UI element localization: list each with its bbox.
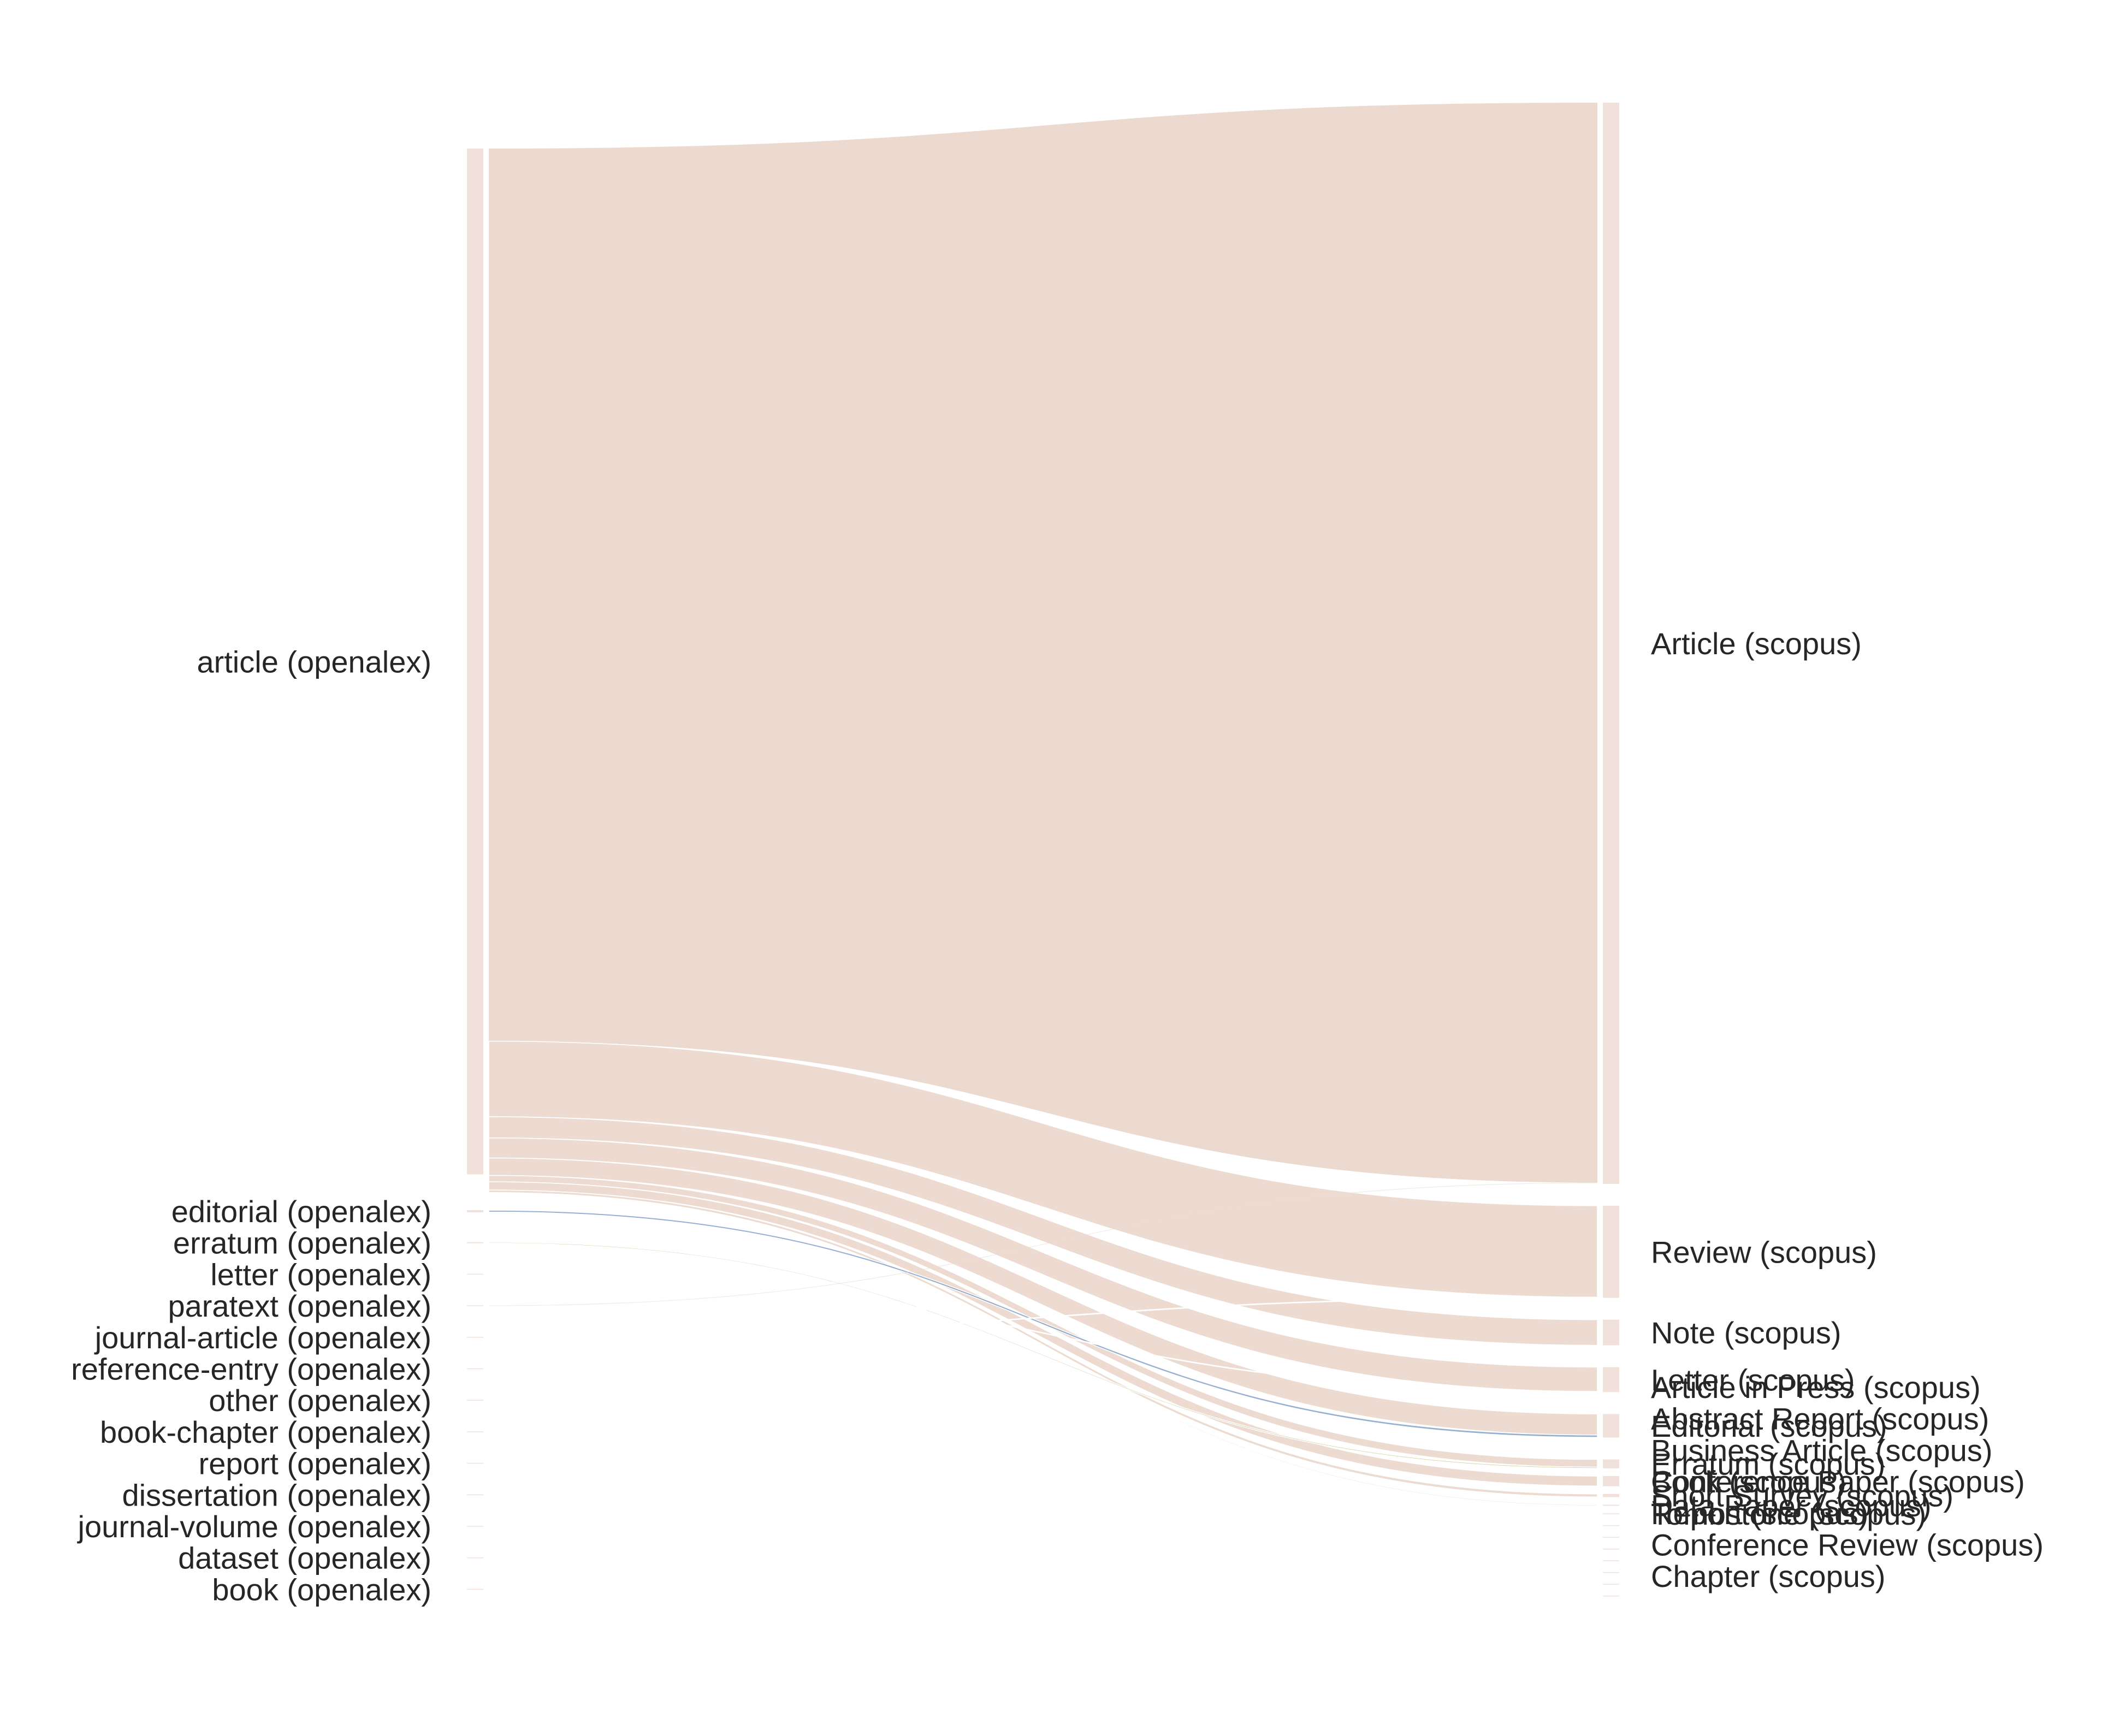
flow-letter-to-Letter[interactable] xyxy=(488,1273,1598,1393)
source-label-journal-article: journal-article (openalex) xyxy=(94,1320,431,1355)
target-label-Article: Article (scopus) xyxy=(1651,626,1862,661)
target-label-Letter: Letter (scopus) xyxy=(1651,1362,1855,1397)
source-node-journal-article[interactable] xyxy=(467,1337,483,1338)
source-label-article: article (openalex) xyxy=(197,644,431,679)
target-node-Editorial[interactable] xyxy=(1603,1414,1619,1438)
source-label-book-chapter: book-chapter (openalex) xyxy=(100,1415,431,1449)
target-label-ConferencePaper: Conference Paper (scopus) xyxy=(1651,1464,2025,1498)
source-label-reference-entry: reference-entry (openalex) xyxy=(71,1352,431,1387)
target-node-Note[interactable] xyxy=(1603,1319,1619,1346)
target-label-Chapter: Chapter (scopus) xyxy=(1651,1559,1886,1593)
source-node-dataset[interactable] xyxy=(467,1557,483,1559)
flow-erratum-to-Erratum[interactable] xyxy=(488,1241,1598,1469)
source-node-editorial[interactable] xyxy=(467,1210,483,1212)
flow-article-to-Article[interactable] xyxy=(489,103,1597,1183)
target-node-ArticleInPress[interactable] xyxy=(1603,1525,1619,1526)
source-node-other[interactable] xyxy=(467,1400,483,1401)
flow-article-to-Note[interactable] xyxy=(488,1116,1598,1346)
source-node-dissertation[interactable] xyxy=(467,1494,483,1496)
target-label-BusinessArticle: Business Article (scopus) xyxy=(1651,1433,1993,1467)
source-node-reference-entry[interactable] xyxy=(467,1368,483,1370)
source-node-book[interactable] xyxy=(467,1589,483,1590)
target-node-DataPaper[interactable] xyxy=(1603,1504,1619,1506)
source-label-paratext: paratext (openalex) xyxy=(168,1289,431,1323)
source-label-report: report (openalex) xyxy=(199,1447,431,1481)
target-node-ConferenceReview[interactable] xyxy=(1603,1584,1619,1585)
target-node-BusinessArticle[interactable] xyxy=(1603,1548,1619,1550)
target-node-Article[interactable] xyxy=(1603,103,1619,1184)
source-label-journal-volume: journal-volume (openalex) xyxy=(77,1509,431,1544)
label-layer: article (openalex) editorial (openalex)er… xyxy=(71,626,2044,1607)
target-label-ShortSurvey: Short Survey (scopus) xyxy=(1651,1479,1953,1513)
node-layer xyxy=(467,103,1619,1597)
flow-journal-article-to-Review[interactable] xyxy=(488,1296,1598,1338)
target-node-Book[interactable] xyxy=(1603,1560,1619,1561)
source-node-journal-volume[interactable] xyxy=(467,1526,483,1527)
source-node-article[interactable] xyxy=(467,149,483,1175)
target-node-ShortSurvey[interactable] xyxy=(1603,1494,1619,1497)
source-node-report[interactable] xyxy=(467,1462,483,1464)
source-node-book-chapter[interactable] xyxy=(467,1431,483,1432)
target-node-ConferencePaper[interactable] xyxy=(1603,1476,1619,1486)
target-node-Letter[interactable] xyxy=(1603,1367,1619,1393)
target-label-Editorial: Editorial (scopus) xyxy=(1651,1409,1887,1443)
source-node-erratum[interactable] xyxy=(467,1242,483,1243)
flow-layer xyxy=(488,103,1598,1515)
target-label-ArticleInPress: Article in Press (scopus) xyxy=(1651,1370,1981,1405)
source-label-other: other (openalex) xyxy=(209,1383,431,1418)
source-label-letter: letter (openalex) xyxy=(210,1257,431,1291)
target-label-AbstractReport: Abstract Report (scopus) xyxy=(1651,1402,1989,1436)
source-label-editorial: editorial (openalex) xyxy=(171,1194,431,1229)
flow-paratext-to-Article[interactable] xyxy=(489,1182,1597,1306)
source-label-erratum: erratum (openalex) xyxy=(173,1226,431,1260)
target-node-AbstractReport[interactable] xyxy=(1603,1537,1619,1538)
source-node-paratext[interactable] xyxy=(467,1305,483,1306)
source-label-book: book (openalex) xyxy=(212,1572,431,1607)
target-label-Tombstone: Tombstone (scopus) xyxy=(1651,1497,1926,1531)
target-node-Review[interactable] xyxy=(1603,1205,1619,1298)
target-label-Note: Note (scopus) xyxy=(1651,1316,1841,1350)
target-node-Erratum[interactable] xyxy=(1603,1459,1619,1468)
target-label-Report: Report (scopus) xyxy=(1651,1496,1868,1531)
target-label-Erratum: Erratum (scopus) xyxy=(1651,1447,1885,1482)
target-node-Chapter[interactable] xyxy=(1603,1595,1619,1597)
source-label-dissertation: dissertation (openalex) xyxy=(122,1478,431,1512)
target-label-ConferenceReview: Conference Review (scopus) xyxy=(1651,1528,2044,1562)
target-label-Book: Book (scopus) xyxy=(1651,1465,1846,1499)
source-node-letter[interactable] xyxy=(467,1273,483,1275)
flow-editorial-to-Editorial[interactable] xyxy=(488,1210,1598,1438)
flow-article-to-ConferencePaper[interactable] xyxy=(488,1181,1598,1486)
target-label-Review: Review (scopus) xyxy=(1651,1235,1877,1269)
target-node-Tombstone[interactable] xyxy=(1603,1513,1619,1514)
target-node-Report[interactable] xyxy=(1603,1572,1619,1573)
flow-article-to-Tombstone[interactable] xyxy=(488,1193,1598,1515)
target-label-DataPaper: Data Paper (scopus) xyxy=(1651,1488,1932,1522)
source-label-dataset: dataset (openalex) xyxy=(178,1541,431,1575)
